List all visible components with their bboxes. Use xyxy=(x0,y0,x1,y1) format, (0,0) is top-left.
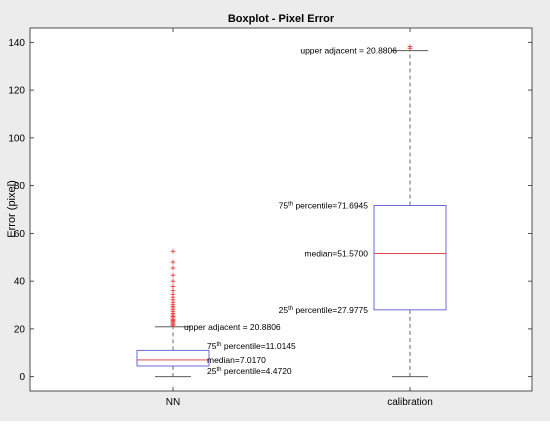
y-tick-label: 60 xyxy=(14,229,26,240)
x-tick-label: NN xyxy=(166,397,180,408)
outlier-point xyxy=(170,265,176,271)
box-nn xyxy=(136,248,210,378)
box-calibration xyxy=(373,44,447,378)
boxes xyxy=(136,44,447,378)
y-axis: 0 20 40 60 80 100 120 140 xyxy=(8,38,532,383)
nn-p75-label: 75th percentile=11.0145 xyxy=(207,341,296,351)
box-iqr xyxy=(136,349,210,367)
nn-upper-adjacent-label: upper adjacent = 20.8806 xyxy=(184,322,281,332)
cal-p25-label: 25th percentile=27.9775 xyxy=(279,305,369,315)
outlier-point xyxy=(170,248,176,254)
superscript: th xyxy=(288,306,293,312)
percentile-number: 25 xyxy=(279,305,289,315)
cal-upper-adjacent-label: upper adjacent = 20.8806 xyxy=(300,46,397,56)
percentile-value: percentile=4.4720 xyxy=(221,366,291,376)
nn-p25-label: 25th percentile=4.4720 xyxy=(207,366,292,376)
superscript: th xyxy=(288,201,293,207)
percentile-number: 75 xyxy=(279,200,289,210)
box-iqr xyxy=(373,205,447,311)
outlier-point xyxy=(170,283,176,289)
superscript: th xyxy=(216,367,221,373)
nn-median-label: median=7.0170 xyxy=(207,355,266,365)
percentile-value: percentile=27.9775 xyxy=(293,305,368,315)
percentile-value: percentile=71.6945 xyxy=(293,200,368,210)
percentile-number: 75 xyxy=(207,341,217,351)
y-tick-label: 20 xyxy=(14,324,26,335)
plot-area xyxy=(29,27,533,392)
outlier-point xyxy=(170,288,176,294)
y-tick-label: 0 xyxy=(19,372,25,383)
y-tick-label: 40 xyxy=(14,277,26,288)
x-tick-label: calibration xyxy=(387,397,433,408)
y-tick-label: 80 xyxy=(14,181,26,192)
outlier-point xyxy=(170,259,176,265)
y-tick-label: 120 xyxy=(8,86,25,97)
cal-p75-label: 75th percentile=71.6945 xyxy=(279,200,369,210)
y-tick-label: 100 xyxy=(8,133,25,144)
percentile-value: percentile=11.0145 xyxy=(221,341,296,351)
y-axis-label: Error (pixel) xyxy=(6,180,18,237)
y-tick-label: 140 xyxy=(8,38,25,49)
superscript: th xyxy=(216,342,221,348)
outlier-point xyxy=(170,272,176,278)
percentile-number: 25 xyxy=(207,366,217,376)
outlier-point xyxy=(407,44,413,50)
cal-median-label: median=51.5700 xyxy=(304,249,368,259)
x-axis: NN calibration xyxy=(166,28,433,408)
chart-title: Boxplot - Pixel Error xyxy=(228,13,335,25)
outlier-point xyxy=(170,278,176,284)
